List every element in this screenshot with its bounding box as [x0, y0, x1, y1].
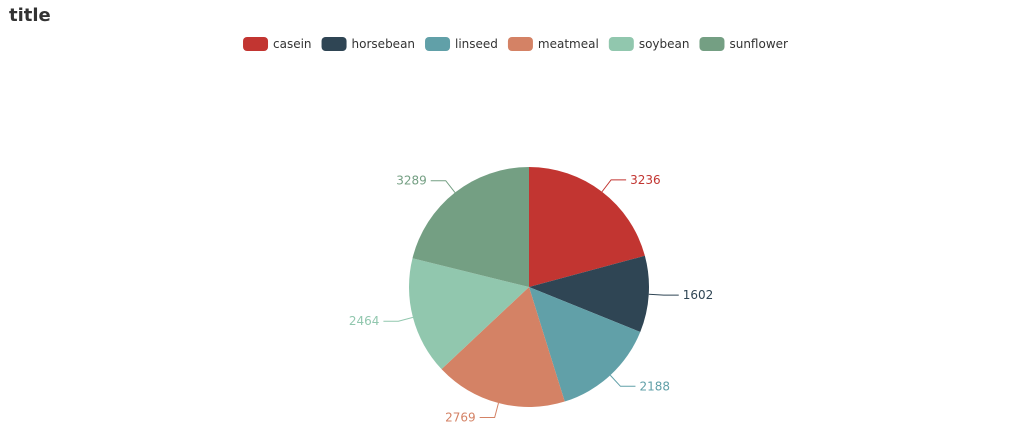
legend-item-casein[interactable]: casein [243, 37, 312, 51]
label-line-sunflower [430, 180, 456, 193]
data-label-casein: 3236 [630, 173, 661, 187]
chart-title: title [9, 5, 51, 26]
legend: casein horsebean linseed meatmeal soybean sun… [243, 37, 788, 51]
legend-swatch-casein [243, 37, 269, 51]
legend-swatch-meatmeal [507, 37, 533, 51]
data-label-sunflower: 3289 [396, 174, 427, 188]
pie-slice-sunflower[interactable] [412, 167, 529, 287]
legend-item-soybean[interactable]: soybean [608, 37, 690, 51]
legend-swatch-horsebean [321, 37, 347, 51]
data-label-meatmeal: 2769 [445, 411, 476, 425]
label-line-soybean [383, 316, 414, 322]
label-line-casein [601, 179, 627, 193]
label-line-linseed [609, 374, 636, 387]
data-label-horsebean: 1602 [683, 288, 714, 302]
pie-labels: 3236 1602 2188 2769 2464 3289 [349, 173, 713, 425]
legend-label-soybean: soybean [639, 37, 690, 51]
pie-slice-meatmeal[interactable] [441, 287, 565, 407]
pie-slice-soybean[interactable] [409, 258, 529, 370]
legend-label-meatmeal: meatmeal [538, 37, 599, 51]
legend-swatch-soybean [608, 37, 634, 51]
legend-item-meatmeal[interactable]: meatmeal [507, 37, 599, 51]
legend-item-horsebean[interactable]: horsebean [321, 37, 415, 51]
legend-item-sunflower[interactable]: sunflower [699, 37, 788, 51]
pie-slice-casein[interactable] [529, 167, 645, 287]
label-line-horsebean [648, 293, 679, 296]
pie-slice-horsebean[interactable] [529, 255, 650, 332]
legend-label-horsebean: horsebean [352, 37, 415, 51]
data-label-linseed: 2188 [639, 379, 670, 393]
legend-label-linseed: linseed [455, 37, 498, 51]
legend-swatch-sunflower [699, 37, 725, 51]
legend-label-sunflower: sunflower [729, 37, 788, 51]
pie-slices [409, 167, 650, 407]
data-label-soybean: 2464 [349, 314, 380, 328]
label-line-meatmeal [479, 402, 499, 419]
legend-item-linseed[interactable]: linseed [425, 37, 498, 51]
legend-swatch-linseed [425, 37, 451, 51]
legend-label-casein: casein [273, 37, 312, 51]
pie-slice-linseed[interactable] [529, 287, 641, 402]
